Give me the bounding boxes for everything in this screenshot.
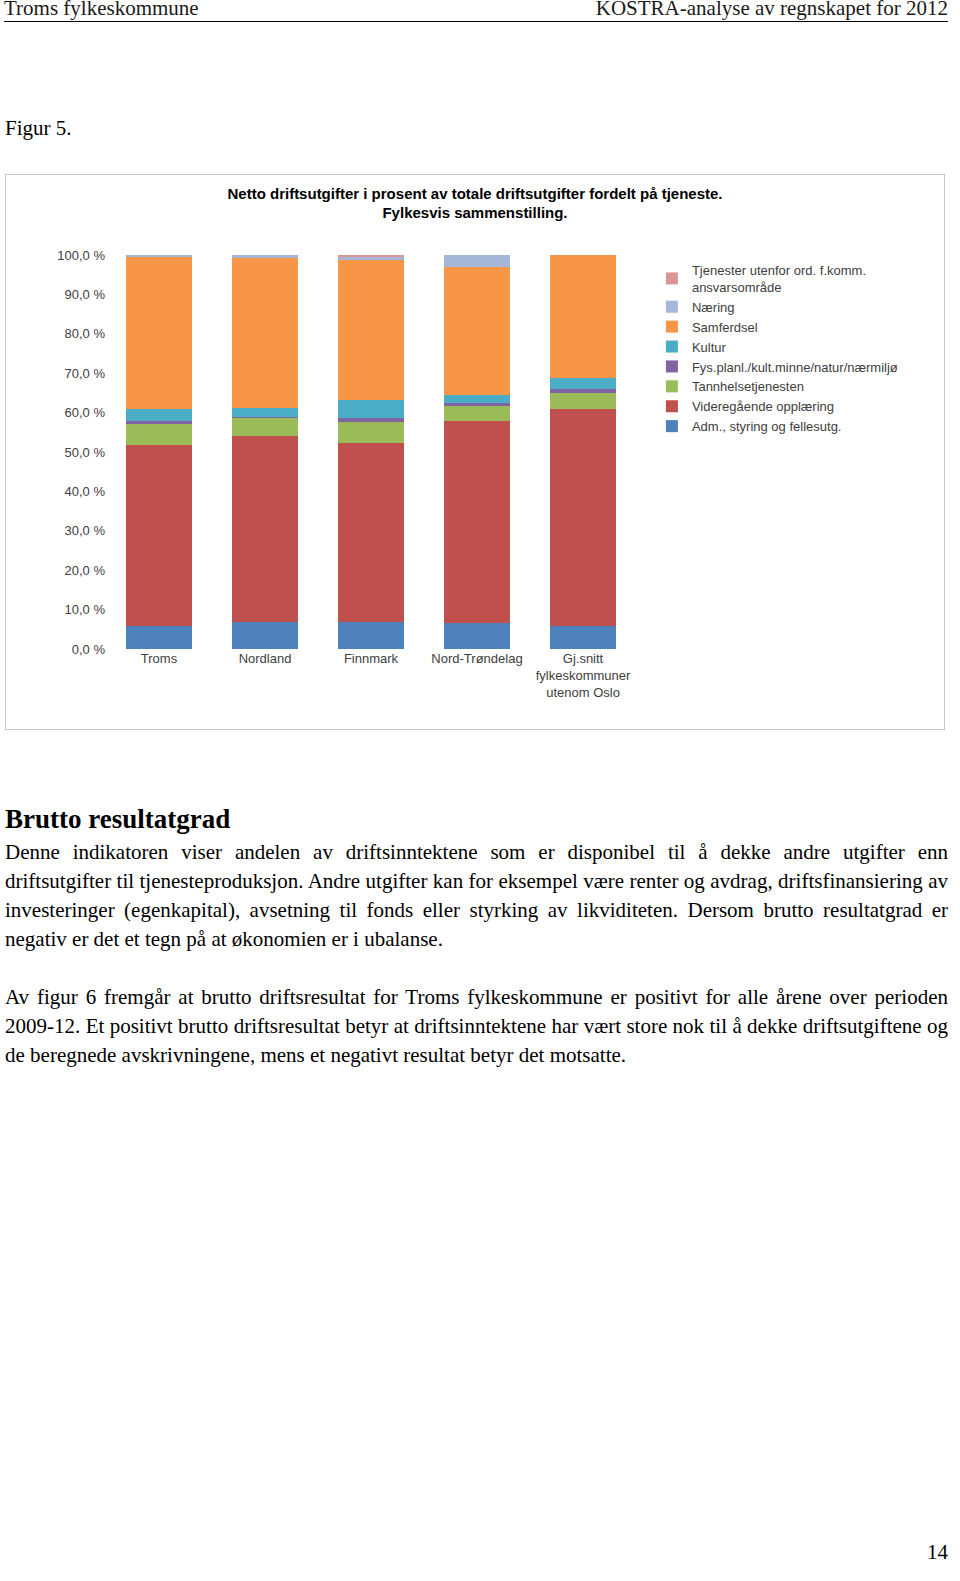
svg-text:Tjenester utenfor ord. f.komm.: Tjenester utenfor ord. f.komm.ansvarsomr… [692,263,866,295]
svg-text:0,0 %: 0,0 % [72,642,106,657]
svg-text:60,0 %: 60,0 % [65,405,106,420]
svg-text:Videregående opplæring: Videregående opplæring [692,399,834,414]
html-text:14: 14 [927,1540,948,1564]
html-text:Denne indikatoren viser andele: Denne indikatoren viser andelen av drift… [5,840,948,951]
svg-text:70,0 %: 70,0 % [65,366,106,381]
svg-text:Samferdsel: Samferdsel [692,320,758,335]
svg-text:40,0 %: 40,0 % [65,484,106,499]
html-text:Brutto resultatgrad: Brutto resultatgrad [5,804,231,834]
svg-text:Nordland: Nordland [239,651,292,666]
svg-text:30,0 %: 30,0 % [65,523,106,538]
svg-text:Adm., styring og fellesutg.: Adm., styring og fellesutg. [692,419,842,434]
svg-text:90,0 %: 90,0 % [65,287,106,302]
svg-text:Næring: Næring [692,300,735,315]
svg-text:Fys.planl./kult.minne/natur/næ: Fys.planl./kult.minne/natur/nærmiljø [692,360,898,375]
html-text:Figur 5.: Figur 5. [5,116,72,140]
html-text:Av figur 6 fremgår at brutto d: Av figur 6 fremgår at brutto driftsresul… [5,985,948,1067]
svg-text:50,0 %: 50,0 % [65,445,106,460]
svg-text:20,0 %: 20,0 % [65,563,106,578]
svg-text:Finnmark: Finnmark [344,651,399,666]
svg-text:Troms: Troms [141,651,178,666]
svg-text:80,0 %: 80,0 % [65,326,106,341]
svg-text:Netto driftsutgifter i prosent: Netto driftsutgifter i prosent av totale… [227,185,722,222]
svg-text:Tannhelsetjenesten: Tannhelsetjenesten [692,379,804,394]
svg-text:Gj.snittfylkeskommunerutenom O: Gj.snittfylkeskommunerutenom Oslo [536,651,631,700]
svg-text:Nord-Trøndelag: Nord-Trøndelag [431,651,522,666]
svg-text:Kultur: Kultur [692,340,727,355]
svg-text:100,0 %: 100,0 % [57,248,105,263]
svg-text:10,0 %: 10,0 % [65,602,106,617]
